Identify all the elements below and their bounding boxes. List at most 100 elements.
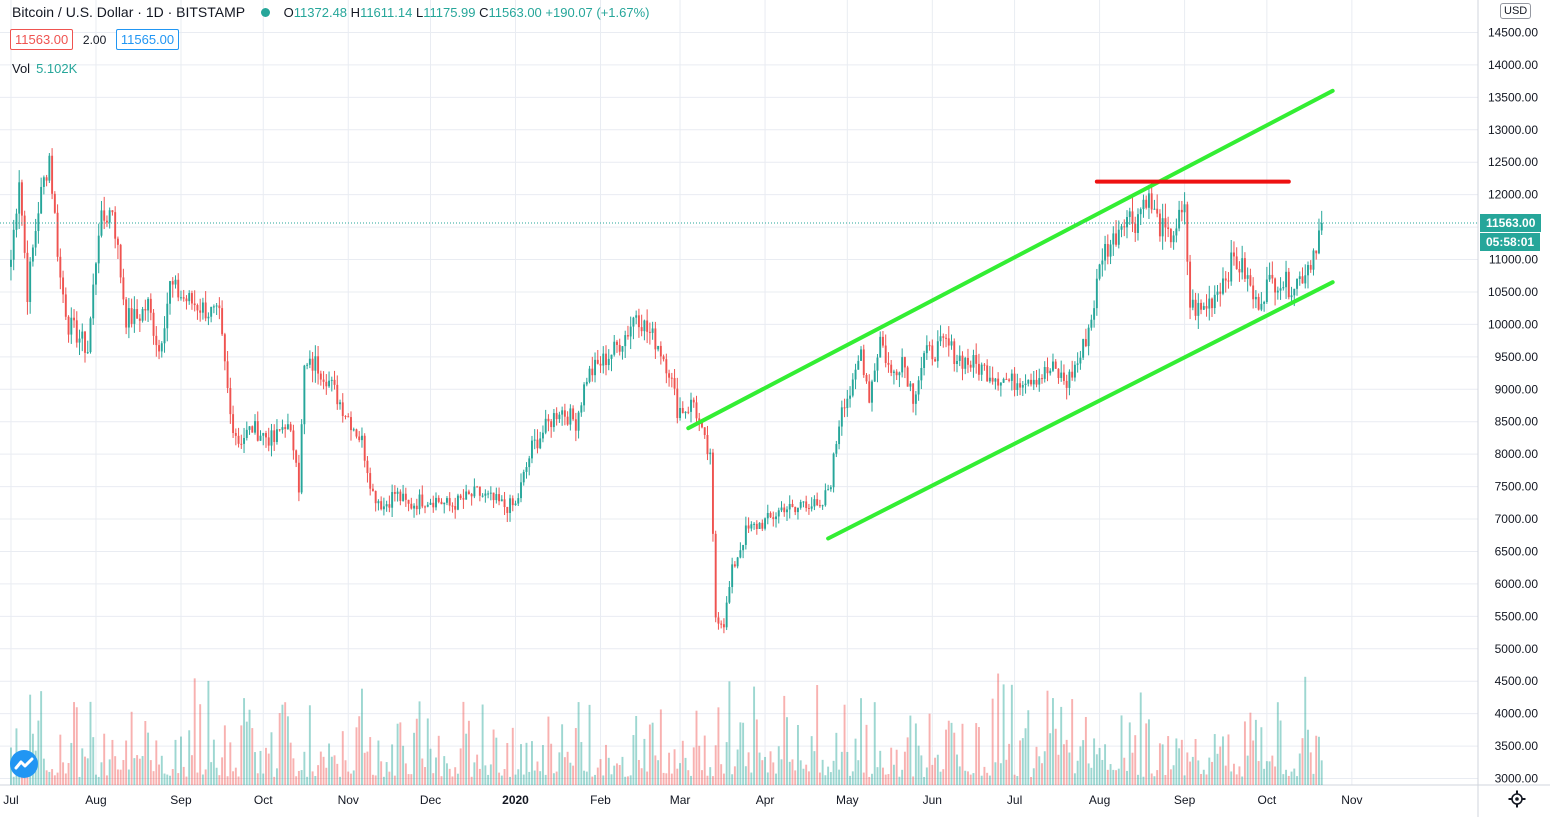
- candle-body: [12, 229, 15, 260]
- volume-bar: [42, 758, 45, 785]
- candle-body: [890, 364, 893, 373]
- candle-body: [794, 506, 797, 513]
- volume-bar: [311, 771, 314, 785]
- volume-bar: [903, 751, 906, 785]
- candle-body: [443, 502, 446, 505]
- candle-body: [125, 299, 128, 328]
- high-label: H: [350, 5, 361, 20]
- volume-bar: [755, 719, 758, 785]
- candle-body: [1224, 278, 1227, 281]
- candle-body: [659, 345, 662, 357]
- candle-body: [193, 303, 196, 306]
- volume-bar: [901, 769, 904, 785]
- tradingview-logo-icon[interactable]: [10, 750, 38, 778]
- price-tick-label: 4000.00: [1495, 707, 1539, 721]
- candle-body: [462, 498, 465, 500]
- volume-bar: [243, 698, 246, 785]
- volume-bar: [1002, 684, 1005, 785]
- volume-bar: [1161, 744, 1164, 785]
- volume-bar: [522, 774, 525, 785]
- candle-body: [31, 247, 34, 262]
- volume-bar: [1057, 754, 1060, 785]
- sell-price-button[interactable]: 11563.00: [10, 29, 74, 50]
- candle-body: [550, 421, 553, 428]
- volume-bar: [616, 763, 618, 785]
- volume-bar: [1194, 738, 1197, 785]
- price-tick-label: 11000.00: [1489, 253, 1538, 267]
- buy-price-button[interactable]: 11565.00: [115, 29, 180, 50]
- time-tick-label: Sep: [170, 793, 192, 807]
- volume-bar: [221, 757, 224, 785]
- candle-body: [799, 502, 802, 508]
- volume-bar: [317, 765, 320, 785]
- change-value: +190.07 (+1.67%): [545, 5, 650, 20]
- open-label: O: [283, 5, 294, 20]
- candle-body: [223, 334, 226, 362]
- candle-body: [1002, 378, 1005, 383]
- volume-bar: [626, 776, 629, 785]
- volume-bar: [155, 740, 158, 785]
- volume-label[interactable]: Vol: [12, 61, 31, 76]
- volume-bar: [511, 727, 514, 785]
- volume-bar: [654, 755, 657, 785]
- volume-bar: [1307, 729, 1309, 785]
- volume-bar: [733, 766, 736, 785]
- candle-body: [1027, 379, 1030, 384]
- volume-bar: [371, 774, 374, 785]
- volume-bar: [64, 773, 67, 785]
- candle-body: [988, 377, 991, 382]
- volume-bar: [1041, 763, 1043, 785]
- volume-bar: [330, 756, 333, 785]
- candle-body: [706, 435, 709, 455]
- candle-body: [753, 523, 756, 525]
- volume-bar: [791, 759, 794, 785]
- volume-bar: [621, 756, 624, 785]
- candle-body: [73, 317, 75, 321]
- volume-bar: [1254, 719, 1257, 785]
- candle-body: [561, 410, 564, 415]
- candle-body: [188, 293, 191, 302]
- candle-body: [665, 359, 668, 374]
- volume-bar: [380, 761, 383, 785]
- volume-bar: [942, 769, 945, 785]
- volume-bar: [448, 768, 451, 785]
- volume-bar: [681, 740, 684, 785]
- settings-gear-icon[interactable]: [1508, 790, 1526, 808]
- time-tick-label: Feb: [590, 793, 611, 807]
- volume-bar: [610, 774, 613, 785]
- volume-bar: [744, 766, 747, 785]
- volume-bar: [1008, 743, 1011, 785]
- candle-body: [155, 335, 158, 346]
- price-tick-label: 4500.00: [1495, 674, 1539, 688]
- candle-body: [917, 380, 920, 395]
- volume-bar: [1211, 761, 1213, 785]
- candle-body: [45, 177, 48, 181]
- volume-bar: [487, 774, 490, 785]
- candle-body: [78, 338, 81, 343]
- candle-body: [657, 345, 660, 350]
- volume-bar: [174, 739, 177, 785]
- candle-body: [692, 399, 695, 403]
- volume-bar: [190, 755, 193, 785]
- volume-bar: [144, 720, 147, 785]
- symbol-title[interactable]: Bitcoin / U.S. Dollar · 1D · BITSTAMP: [12, 4, 245, 20]
- volume-bar: [541, 745, 544, 785]
- candle-body: [939, 336, 942, 342]
- candle-body: [498, 494, 501, 502]
- volume-bar: [234, 767, 237, 785]
- candle-body: [544, 418, 547, 433]
- currency-button[interactable]: USD: [1500, 3, 1532, 19]
- volume-bar: [1315, 735, 1318, 785]
- volume-bar: [1109, 764, 1112, 785]
- candle-body: [1032, 379, 1035, 385]
- candle-body: [410, 503, 413, 509]
- volume-bar: [659, 709, 662, 785]
- candle-body: [1213, 294, 1216, 309]
- candle-body: [105, 220, 108, 223]
- volume-bar: [1222, 736, 1224, 785]
- candle-body: [1016, 383, 1019, 390]
- candle-body: [892, 371, 895, 373]
- candle-body: [20, 182, 23, 216]
- volume-bar: [714, 745, 717, 785]
